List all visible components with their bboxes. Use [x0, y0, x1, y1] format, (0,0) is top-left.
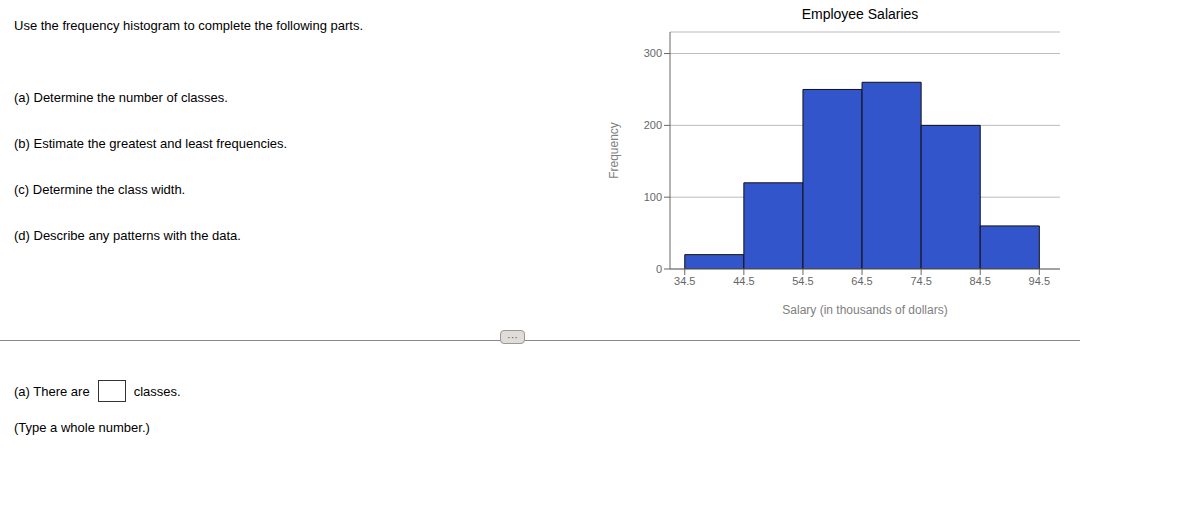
svg-text:54.5: 54.5	[792, 275, 813, 287]
html-text:(c) Determine the class width.: (c) Determine the class width.	[14, 182, 186, 197]
svg-text:74.5: 74.5	[910, 275, 931, 287]
html-text:(a) There are: (a) There are	[14, 383, 90, 399]
html-text:(a) Determine the number of cl: (a) Determine the number of classes.	[14, 90, 228, 105]
svg-text:100: 100	[644, 191, 662, 203]
html-text:Employee Salaries: Employee Salaries	[801, 6, 919, 22]
svg-text:34.5: 34.5	[674, 275, 695, 287]
html-text:(b) Estimate the greatest and: (b) Estimate the greatest and least freq…	[14, 136, 288, 151]
html-text:classes.: classes.	[133, 383, 181, 399]
svg-text:84.5: 84.5	[970, 275, 991, 287]
svg-text:94.5: 94.5	[1029, 275, 1050, 287]
svg-text:Frequency: Frequency	[607, 122, 621, 179]
html-text:(Type a whole number.): (Type a whole number.)	[14, 420, 150, 435]
svg-text:64.5: 64.5	[851, 275, 872, 287]
svg-text:44.5: 44.5	[733, 275, 754, 287]
html-text:(d) Describe any patterns with: (d) Describe any patterns with the data.	[14, 228, 241, 243]
svg-text:200: 200	[644, 119, 662, 131]
svg-text:Salary (in thousands of dollar: Salary (in thousands of dollars)	[782, 303, 947, 317]
html-text:Use the frequency histogram to: Use the frequency histogram to complete …	[14, 18, 363, 33]
svg-text:300: 300	[644, 47, 662, 59]
svg-text:0: 0	[656, 263, 662, 275]
